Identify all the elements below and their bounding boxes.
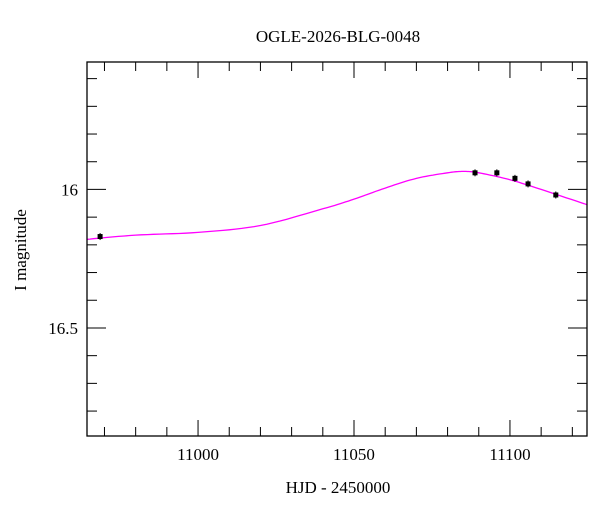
y-axis-label: I magnitude bbox=[11, 209, 30, 291]
data-point bbox=[525, 181, 531, 187]
tick-labels: 11000 11050 11100 16 16.5 bbox=[48, 180, 530, 464]
model-curve bbox=[86, 170, 588, 240]
x-axis-label: HJD - 2450000 bbox=[286, 478, 391, 497]
data-point bbox=[553, 192, 559, 198]
chart-title: OGLE-2026-BLG-0048 bbox=[256, 27, 420, 46]
data-point bbox=[494, 170, 500, 176]
y-tick-label: 16.5 bbox=[48, 319, 78, 338]
data-point bbox=[512, 175, 518, 181]
x-tick-label: 11000 bbox=[177, 445, 219, 464]
data-point bbox=[97, 234, 103, 240]
x-tick-label: 11050 bbox=[333, 445, 375, 464]
plot-frame bbox=[86, 61, 588, 437]
data-points bbox=[97, 169, 559, 241]
data-point bbox=[472, 170, 478, 176]
axis-ticks bbox=[87, 62, 587, 436]
y-tick-label: 16 bbox=[61, 180, 78, 199]
x-tick-label: 11100 bbox=[489, 445, 530, 464]
